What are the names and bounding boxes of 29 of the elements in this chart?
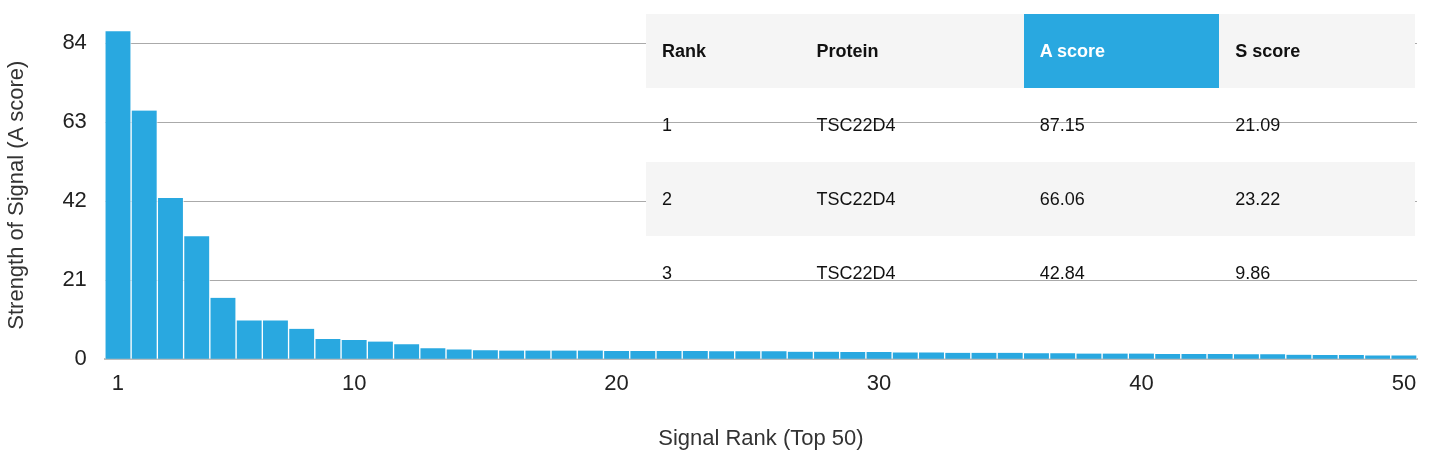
annotation: TSC22D4 — [800, 162, 1024, 236]
x-tick-label: 30 — [866, 370, 892, 396]
y-axis-title: Strength of Signal (A score) — [3, 60, 29, 330]
y-tick-label: 0 — [74, 345, 87, 371]
annotation: TSC22D4 — [815, 113, 897, 137]
annotation: 9.86 — [1234, 261, 1272, 285]
annotation: A score — [1023, 14, 1220, 88]
annotation: TSC22D4 — [815, 261, 897, 285]
annotation: 42.84 — [1038, 261, 1086, 285]
x-axis-title: Signal Rank (Top 50) — [658, 424, 864, 450]
annotation: 1 — [661, 113, 673, 137]
annotation: 66.06 — [1023, 162, 1220, 236]
annotation: 87.15 — [1038, 113, 1086, 137]
x-tick-label: 20 — [604, 370, 629, 396]
x-tick-label: 1 — [111, 370, 125, 396]
annotation: 2 — [646, 162, 801, 236]
annotation: 21.09 — [1234, 113, 1282, 137]
x-tick-label: 40 — [1129, 370, 1154, 396]
x-tick-label: 10 — [341, 370, 367, 396]
y-tick-label: 21 — [62, 266, 87, 292]
y-tick-label: 63 — [62, 108, 87, 134]
annotation: Rank — [646, 14, 801, 88]
annotation: S score — [1219, 14, 1415, 88]
y-tick-label: 84 — [62, 29, 87, 55]
annotation: 23.22 — [1219, 162, 1415, 236]
annotation: Protein — [800, 14, 1024, 88]
annotation: 3 — [661, 261, 673, 285]
y-tick-label: 42 — [62, 187, 87, 213]
x-tick-label: 50 — [1391, 370, 1417, 396]
